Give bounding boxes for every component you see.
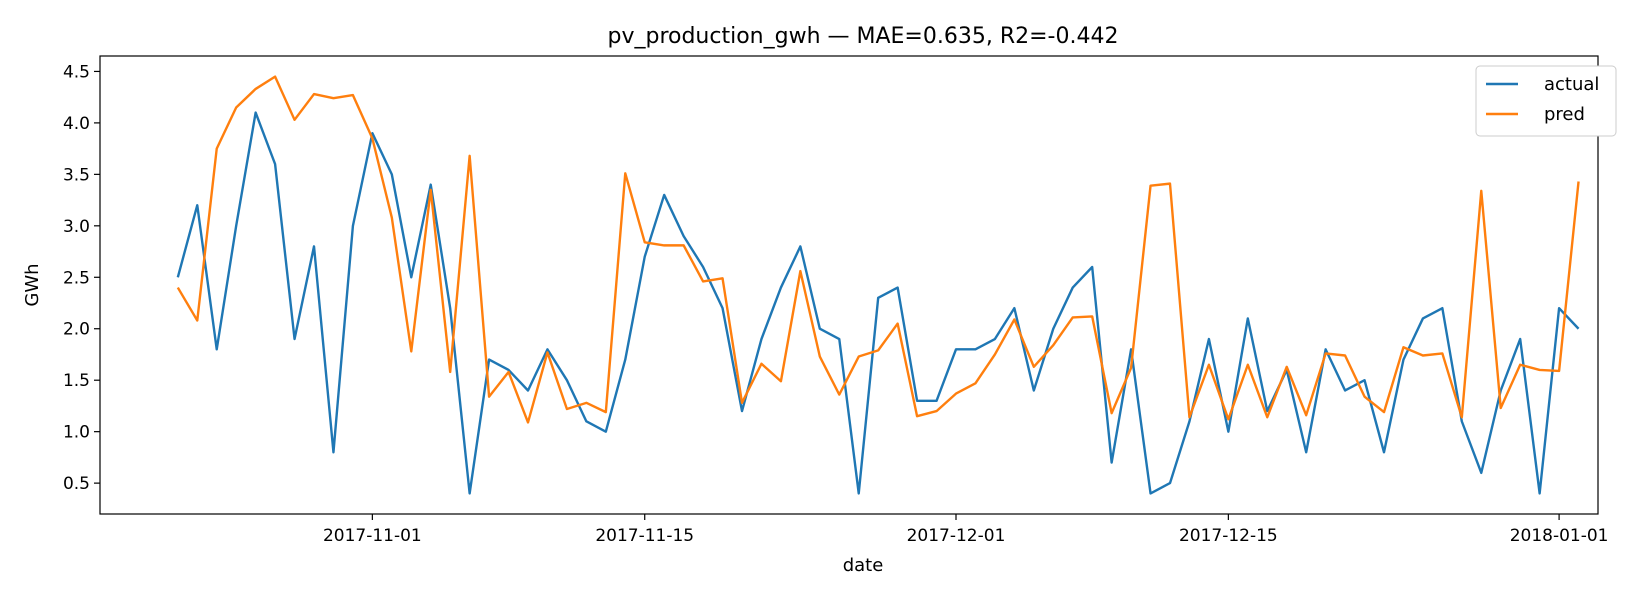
legend: actual pred xyxy=(1475,65,1617,137)
series-line-actual xyxy=(176,111,1580,495)
x-tick-label: 2018-01-01 xyxy=(1510,526,1609,546)
legend-label-actual: actual xyxy=(1544,74,1599,95)
y-tick-label: 1.0 xyxy=(63,423,90,443)
y-tick-label: 3.5 xyxy=(63,165,90,185)
y-axis: 0.5 1.0 1.5 2.0 2.5 3.0 3.5 4.0 4.5 xyxy=(63,62,100,494)
series-line-pred xyxy=(176,75,1580,424)
x-tick-label: 2017-12-01 xyxy=(907,526,1006,546)
plot-frame xyxy=(99,55,1599,515)
y-tick-label: 0.5 xyxy=(63,474,90,494)
x-tick-label: 2017-12-15 xyxy=(1179,526,1278,546)
y-tick-label: 2.5 xyxy=(63,268,90,288)
y-tick-label: 1.5 xyxy=(63,371,90,391)
y-tick-label: 4.5 xyxy=(63,62,90,82)
y-tick-label: 3.0 xyxy=(63,217,90,237)
y-tick-label: 2.0 xyxy=(63,320,90,340)
x-axis: 2017-11-01 2017-11-15 2017-12-01 2017-12-15… xyxy=(323,514,1609,546)
x-tick-label: 2017-11-15 xyxy=(595,526,694,546)
chart-title: pv_production_gwh — MAE=0.635, R2=-0.442 xyxy=(608,24,1119,49)
legend-label-pred: pred xyxy=(1544,104,1585,125)
x-tick-label: 2017-11-01 xyxy=(323,526,422,546)
y-tick-label: 4.0 xyxy=(63,114,90,134)
y-axis-label: GWh xyxy=(22,263,43,306)
plot-lines xyxy=(176,75,1580,495)
x-axis-label: date xyxy=(843,555,884,576)
